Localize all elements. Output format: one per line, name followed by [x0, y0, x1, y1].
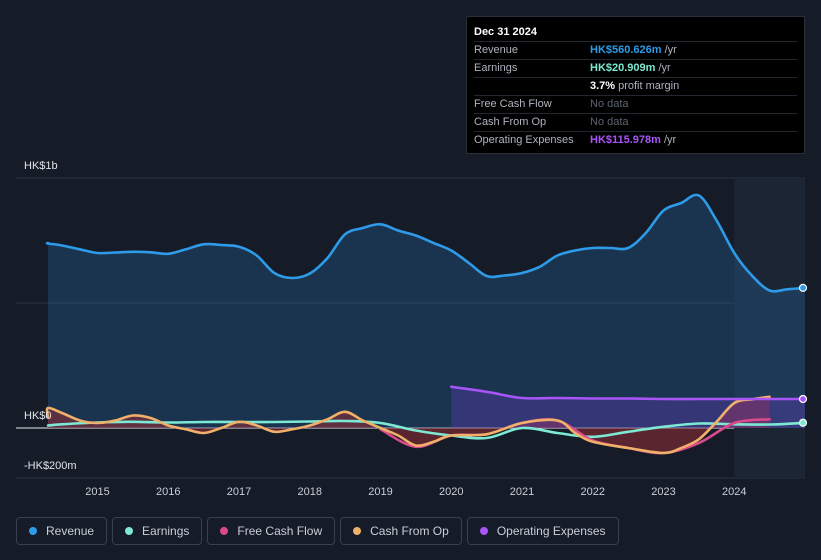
- series-lines: [45, 193, 807, 455]
- revenue-area: [46, 194, 805, 428]
- tooltip-row: Earnings HK$20.909m/yr: [474, 59, 797, 77]
- tooltip-row-label: Free Cash Flow: [474, 98, 552, 110]
- legend-dot-icon: [29, 527, 37, 535]
- legend-dot-icon: [353, 527, 362, 535]
- tooltip-row-label: [474, 78, 590, 95]
- tooltip-row-value: No data: [590, 116, 629, 128]
- tooltip-row: Operating Expenses HK$115.978m/yr: [474, 131, 797, 149]
- legend-label: Revenue: [46, 524, 95, 538]
- legend-item-revenue[interactable]: Revenue: [16, 517, 108, 545]
- tooltip-row-unit: /yr: [663, 134, 677, 146]
- legend-item-free-cash-flow[interactable]: Free Cash Flow: [207, 517, 336, 545]
- chart-legend: Revenue Earnings Free Cash Flow Cash From O…: [16, 517, 619, 547]
- tooltip-row-label: Cash From Op: [474, 116, 547, 128]
- tooltip-row-value: HK$115.978m: [590, 134, 661, 146]
- tooltip-row: Revenue HK$560.626m/yr: [474, 41, 797, 59]
- tooltip-row-label: Revenue: [474, 44, 519, 56]
- x-tick-label: 2017: [227, 486, 251, 498]
- tooltip-rows: Revenue HK$560.626m/yr Earnings HK$20.909m /…: [474, 41, 797, 149]
- x-tick-label: 2019: [368, 486, 392, 498]
- x-tick-label: 2024: [722, 486, 746, 498]
- y-axis-labels: HK$1b HK$0 -HK$200m: [24, 160, 77, 472]
- tooltip-row-value: HK$560.626m: [590, 44, 662, 56]
- tooltip-row-unit: /yr: [664, 44, 677, 56]
- tooltip-row-unit: profit margin: [618, 80, 680, 92]
- x-tick-label: 2016: [156, 486, 180, 498]
- operating-expenses-end-marker: [798, 394, 808, 404]
- tooltip-row-unit: /yr: [658, 62, 671, 74]
- legend-label: Operating Expenses: [496, 524, 606, 538]
- legend-item-cash-from-op[interactable]: Cash From Op: [340, 517, 462, 545]
- tooltip-row-value: No data: [590, 98, 629, 110]
- tooltip-row-label: Operating Expenses: [474, 134, 574, 146]
- x-tick-label: 2021: [510, 486, 534, 498]
- tooltip-row-value: HK$20.909m: [590, 62, 656, 74]
- cash-from-op-line: [45, 395, 771, 455]
- tooltip-panel: Dec 31 2024 Revenue HK$560.626m/yr Earning…: [466, 16, 805, 154]
- x-tick-label: 2018: [298, 486, 322, 498]
- x-tick-label: 2015: [85, 486, 109, 498]
- y-tick-label: -HK$200m: [24, 460, 77, 472]
- x-axis-labels: 2015 2016 2017 2018 2019 2020 2021 2022 2023 2024: [85, 486, 746, 498]
- tooltip-row: Cash From Op No data: [474, 113, 797, 131]
- revenue-line: [45, 193, 807, 293]
- tooltip-row-label: Earnings: [474, 62, 518, 74]
- legend-label: Free Cash Flow: [237, 524, 323, 538]
- earnings-end-marker: [798, 418, 808, 427]
- legend-dot-icon: [125, 527, 134, 535]
- x-tick-label: 2020: [439, 486, 463, 498]
- legend-label: Earnings: [142, 524, 190, 538]
- tooltip-row-value: 3.7%: [590, 80, 616, 92]
- series-areas: [46, 194, 805, 453]
- revenue-end-marker: [798, 283, 808, 292]
- y-tick-label: HK$1b: [24, 160, 58, 172]
- tooltip-date: Dec 31 2024: [474, 26, 537, 38]
- legend-label: Cash From Op: [370, 524, 449, 538]
- tooltip-row: 3.7% profit margin: [474, 77, 797, 95]
- series-end-markers: [798, 283, 808, 427]
- y-tick-label: HK$0: [24, 410, 52, 422]
- tooltip-row: Free Cash Flow No data: [474, 95, 797, 113]
- legend-dot-icon: [220, 527, 229, 535]
- operating-expenses-line: [450, 385, 807, 401]
- legend-dot-icon: [479, 527, 488, 535]
- x-tick-label: 2023: [651, 486, 675, 498]
- legend-item-operating-expenses[interactable]: Operating Expenses: [466, 517, 619, 545]
- legend-item-earnings[interactable]: Earnings: [112, 517, 203, 545]
- operating-expenses-area: [451, 386, 805, 428]
- x-tick-label: 2022: [581, 486, 605, 498]
